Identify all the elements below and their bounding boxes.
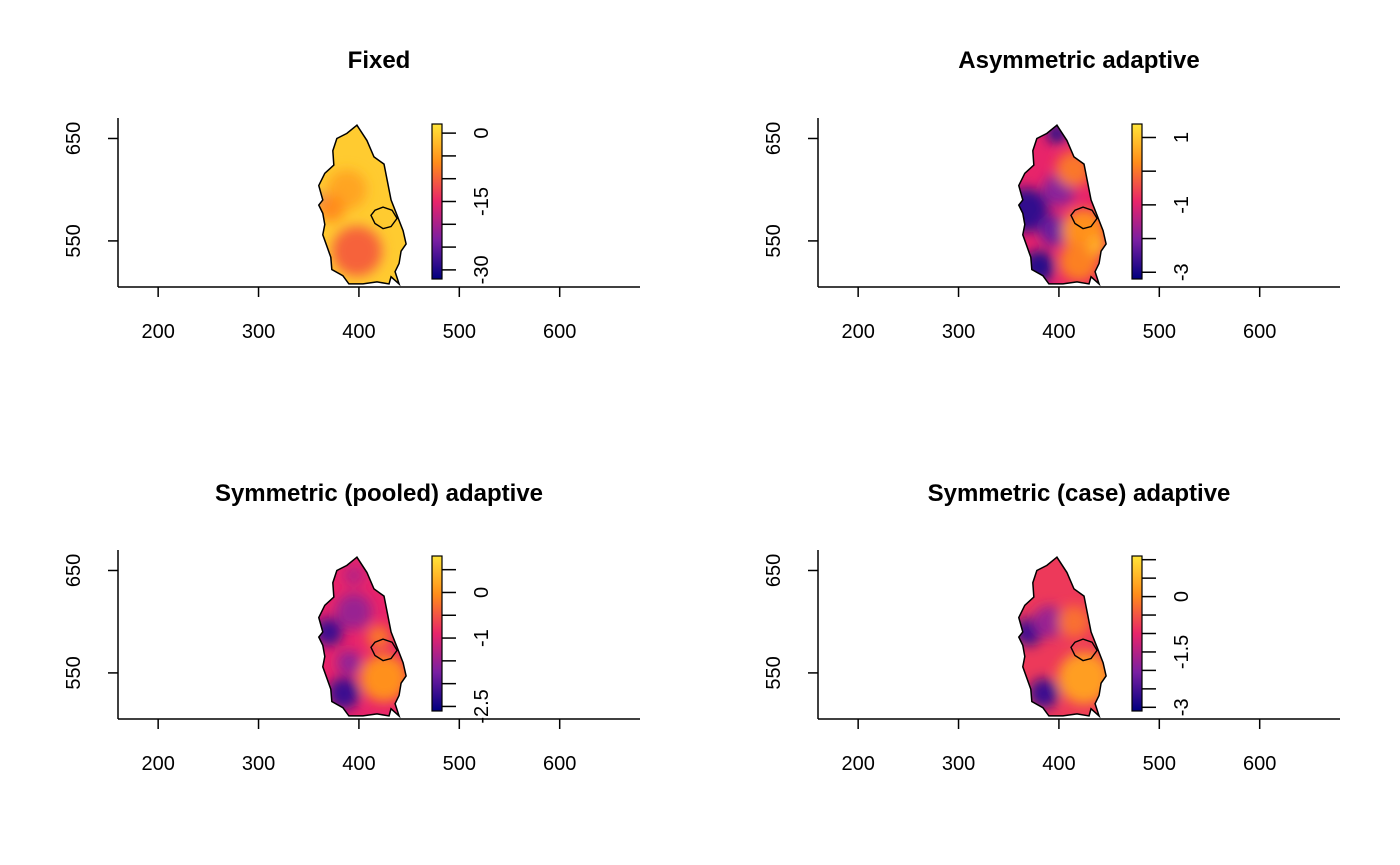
surface-blob [343, 565, 364, 586]
surface-blob [336, 650, 361, 675]
legend-colorbar [432, 124, 442, 279]
panel-4: Symmetric (case) adaptive 200 300 400 500 600… [763, 480, 1340, 775]
x-tick-label: 500 [443, 753, 476, 775]
intensity-surface [1018, 557, 1107, 716]
legend-tick-label: -1 [1171, 196, 1193, 214]
x-tick-label: 200 [841, 753, 874, 775]
region-outline [317, 124, 407, 287]
legend-tick-label: 0 [471, 128, 493, 139]
x-tick-label: 600 [1243, 321, 1276, 343]
panel-title: Asymmetric adaptive [958, 47, 1199, 74]
y-tick-label: 650 [63, 122, 85, 155]
x-tick-label: 200 [141, 753, 174, 775]
surface-blob [1028, 678, 1059, 709]
x-tick-label: 600 [543, 753, 576, 775]
panel-title: Symmetric (pooled) adaptive [215, 480, 543, 507]
surface-blob [1032, 605, 1065, 638]
x-tick-label: 200 [141, 321, 174, 343]
region-outline [1017, 124, 1107, 287]
contour-line [1070, 206, 1098, 230]
y-tick-label: 650 [763, 554, 785, 587]
legend-border [431, 555, 443, 712]
y-tick-label: 550 [63, 224, 85, 257]
legend-colorbar [1132, 556, 1142, 711]
x-tick-label: 600 [543, 321, 576, 343]
y-tick-label: 550 [763, 656, 785, 689]
panel-title: Fixed [348, 47, 411, 74]
surface-blob [366, 625, 392, 650]
legend-tick-label: 1 [1171, 132, 1193, 143]
x-tick-label: 400 [1042, 753, 1075, 775]
legend-colorbar [432, 556, 442, 711]
contour-line [370, 638, 398, 662]
x-tick-label: 600 [1243, 753, 1276, 775]
x-tick-label: 300 [942, 321, 975, 343]
contour-line [370, 206, 398, 230]
surface-blob [318, 617, 343, 646]
x-tick-label: 400 [342, 321, 375, 343]
y-tick-label: 550 [763, 224, 785, 257]
contour-line [1070, 638, 1098, 662]
x-tick-label: 300 [242, 753, 275, 775]
legend-tick-label: 0 [1171, 591, 1193, 602]
legend-border [1131, 123, 1143, 280]
legend-tick-label: -2.5 [471, 689, 493, 723]
panel-2: Asymmetric adaptive 200 300 400 500 600 550 650… [763, 47, 1340, 343]
region-outline [1017, 556, 1107, 719]
y-tick-label: 650 [63, 554, 85, 587]
surface-blob [1057, 651, 1107, 705]
x-tick-label: 400 [342, 753, 375, 775]
legend-tick-label: -3 [1171, 698, 1193, 716]
surface-blob [331, 226, 383, 277]
legend-colorbar [1132, 124, 1142, 279]
legend-tick-label: -15 [471, 187, 493, 216]
surface-blob [1018, 188, 1049, 233]
y-tick-label: 550 [63, 656, 85, 689]
x-tick-label: 400 [1042, 321, 1075, 343]
legend-tick-label: -30 [471, 255, 493, 284]
surface-blob [327, 677, 360, 710]
legend-tick-label: -1 [471, 629, 493, 647]
x-tick-label: 300 [942, 753, 975, 775]
legend-tick-label: 0 [471, 587, 493, 598]
x-tick-label: 200 [841, 321, 874, 343]
legend-tick-label: -1.5 [1171, 635, 1193, 669]
surface-blob [1057, 605, 1091, 638]
y-tick-label: 650 [763, 122, 785, 155]
x-tick-label: 500 [1143, 321, 1176, 343]
panel-title: Symmetric (case) adaptive [928, 480, 1231, 507]
surface-blob [1038, 215, 1069, 246]
legend-tick-label: -3 [1171, 263, 1193, 281]
panel-1: Fixed 200 300 400 500 600 550 650 0 -15 -30 [63, 47, 640, 343]
surface-blob [335, 593, 372, 630]
surface-blob [1022, 250, 1055, 283]
surface-blob [359, 653, 407, 703]
intensity-surface [318, 125, 407, 284]
region-outline [317, 556, 407, 719]
x-tick-label: 500 [443, 321, 476, 343]
x-tick-label: 300 [242, 321, 275, 343]
intensity-surface [318, 557, 407, 716]
panel-3: Symmetric (pooled) adaptive 200 300 400 500 6… [63, 480, 640, 775]
x-tick-label: 500 [1143, 753, 1176, 775]
